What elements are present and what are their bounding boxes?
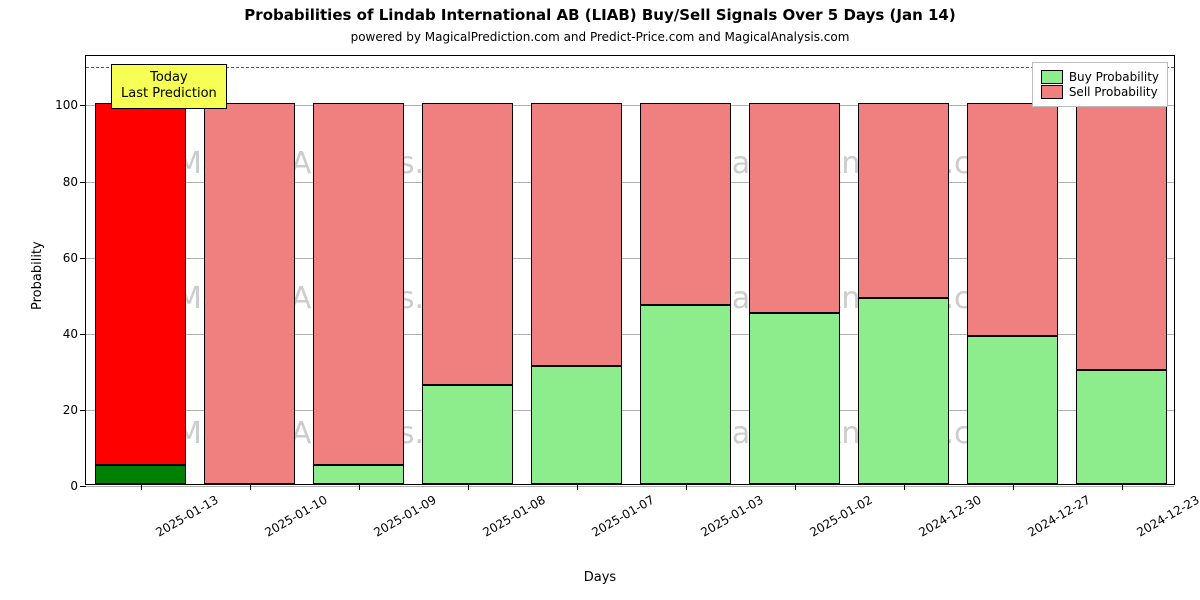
legend-swatch [1041,70,1063,84]
reference-dash-line [86,67,1174,68]
sell-bar [749,103,839,312]
buy-bar [95,465,185,484]
x-tick-label: 2025-01-10 [257,484,329,540]
legend-label: Sell Probability [1069,85,1158,99]
chart-subtitle: powered by MagicalPrediction.com and Pre… [0,30,1200,44]
x-axis-label: Days [0,570,1200,585]
sell-bar [531,103,621,366]
buy-bar [640,305,730,484]
bar-group [204,103,294,484]
y-tick-mark [80,410,86,411]
y-tick-mark [80,258,86,259]
bar-group [640,103,730,484]
bar-group [967,103,1057,484]
legend-item-buy: Buy Probability [1041,70,1159,84]
buy-bar [1076,370,1166,484]
y-tick-mark [80,182,86,183]
legend: Buy ProbabilitySell Probability [1032,62,1168,107]
x-tick-mark [141,484,142,490]
x-tick-mark [795,484,796,490]
legend-label: Buy Probability [1069,70,1159,84]
y-tick-mark [80,334,86,335]
sell-bar [95,103,185,465]
sell-bar [640,103,730,305]
x-tick-label: 2025-01-09 [366,484,438,540]
x-tick-mark [577,484,578,490]
sell-bar [1076,103,1166,369]
buy-bar [967,336,1057,484]
x-tick-mark [686,484,687,490]
y-tick-mark [80,486,86,487]
x-tick-label: 2024-12-23 [1129,484,1200,540]
buy-bar [531,366,621,484]
x-tick-mark [1122,484,1123,490]
bar-group [313,103,403,484]
x-tick-mark [904,484,905,490]
buy-bar [313,465,403,484]
buy-bar [749,313,839,484]
bar-group [422,103,512,484]
legend-item-sell: Sell Probability [1041,85,1159,99]
bar-group [531,103,621,484]
x-tick-label: 2025-01-03 [693,484,765,540]
buy-bar [858,298,948,484]
x-tick-label: 2025-01-08 [475,484,547,540]
plot-area: MagicalAnalysis.comMagicalAnalysis.comMa… [85,55,1175,485]
buy-bar [422,385,512,484]
bar-group [95,103,185,484]
sell-bar [858,103,948,297]
y-tick-mark [80,105,86,106]
bar-group [858,103,948,484]
bar-group [1076,103,1166,484]
chart-title: Probabilities of Lindab International AB… [0,6,1200,24]
x-tick-mark [468,484,469,490]
sell-bar [422,103,512,385]
x-tick-mark [359,484,360,490]
bar-group [749,103,839,484]
x-tick-label: 2025-01-13 [148,484,220,540]
legend-swatch [1041,85,1063,99]
x-tick-label: 2025-01-07 [584,484,656,540]
sell-bar [967,103,1057,335]
x-tick-label: 2024-12-27 [1020,484,1092,540]
figure: Probabilities of Lindab International AB… [0,0,1200,600]
sell-bar [204,103,294,484]
x-tick-label: 2025-01-02 [802,484,874,540]
x-tick-mark [1013,484,1014,490]
sell-bar [313,103,403,465]
today-annotation: TodayLast Prediction [111,64,227,109]
x-tick-label: 2024-12-30 [911,484,983,540]
y-axis-label: Probability [30,241,45,310]
x-tick-mark [250,484,251,490]
